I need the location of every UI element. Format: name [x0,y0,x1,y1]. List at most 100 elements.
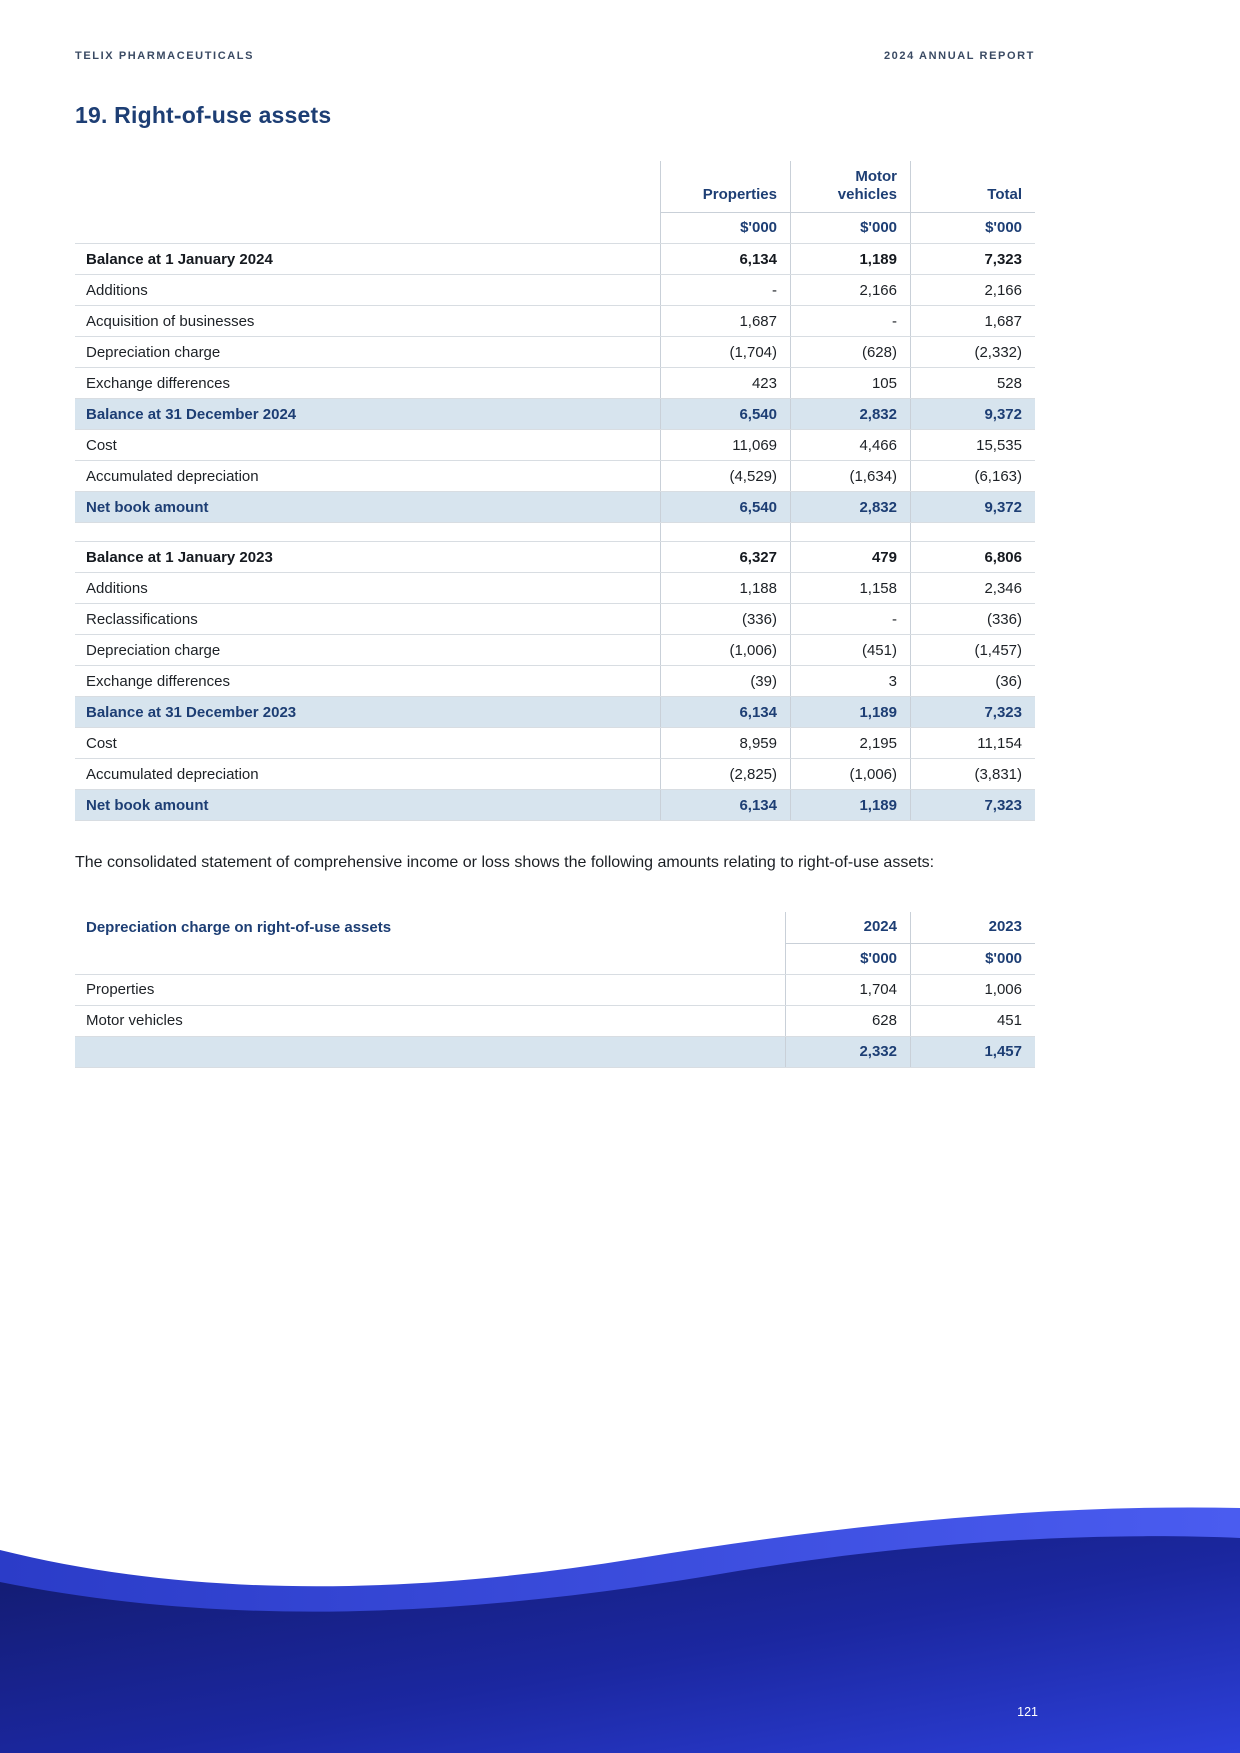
row-label: Properties [86,981,155,999]
table-row: Motor vehicles 628 451 [75,1005,1035,1037]
cell-value: 1,189 [790,697,910,727]
column-header-2023: 2023 [910,911,1035,944]
cell-value: 2,832 [790,492,910,522]
cell-value: 6,806 [910,542,1035,572]
table-row: Depreciation charge (1,704) (628) (2,332) [75,337,1035,368]
table-row: Accumulated depreciation (4,529) (1,634) (6… [75,461,1035,492]
cell-value: (1,006) [790,759,910,789]
table-row: Accumulated depreciation (2,825) (1,006) (3… [75,759,1035,790]
page-footer: 121 [0,1488,1240,1753]
cell-value: 8,959 [660,728,790,758]
cell-value: 11,069 [660,430,790,460]
right-of-use-assets-table: Properties Motor vehicles Total $'000 $'… [75,161,1035,821]
cell-value [910,523,1035,541]
table-row: 2,332 1,457 [75,1036,1035,1068]
cell-value: 105 [790,368,910,398]
cell-value: 2,166 [910,275,1035,305]
cell-value: 6,134 [660,697,790,727]
table-row: Properties 1,704 1,006 [75,974,1035,1006]
cell-value [660,523,790,541]
cell-value: 7,323 [910,790,1035,820]
table-row: Cost 8,959 2,195 11,154 [75,728,1035,759]
table-row: Balance at 31 December 2023 6,134 1,189 7,3… [75,697,1035,728]
row-label: Balance at 31 December 2024 [86,405,297,423]
column-header-motor-vehicles: Motor vehicles [790,161,910,213]
table1-body: Balance at 1 January 2024 6,134 1,189 7,323… [75,244,1035,821]
table-row: Balance at 31 December 2024 6,540 2,832 9,3… [75,399,1035,430]
table2-title: Depreciation charge on right-of-use asse… [86,918,392,936]
page-number: 121 [1017,1705,1038,1719]
row-label: Exchange differences [86,374,230,392]
cell-value: (2,825) [660,759,790,789]
table-row: Acquisition of businesses 1,687-1,687 [75,306,1035,337]
cell-value: 451 [910,1005,1035,1036]
table-row: Cost 11,069 4,466 15,535 [75,430,1035,461]
cell-value: 6,134 [660,790,790,820]
cell-value: (36) [910,666,1035,696]
intro-paragraph: The consolidated statement of comprehens… [75,854,935,871]
empty-unit-cell [75,944,785,974]
row-label [75,523,660,541]
cell-value: (6,163) [910,461,1035,491]
cell-value: 9,372 [910,492,1035,522]
cell-value: 2,195 [790,728,910,758]
table2-unit-row: $'000 $'000 [75,943,1035,975]
depreciation-charge-table: Depreciation charge on right-of-use asse… [75,911,1035,1068]
cell-value: 6,540 [660,492,790,522]
row-label: Additions [86,281,148,299]
row-label: Net book amount [86,498,209,516]
unit-label: $'000 [785,943,910,974]
cell-value: 1,687 [910,306,1035,336]
table2-column-header-row: Depreciation charge on right-of-use asse… [75,911,1035,944]
cell-value: - [660,275,790,305]
row-label: Net book amount [86,796,209,814]
unit-label: $'000 [790,213,910,243]
row-label: Accumulated depreciation [86,467,259,485]
row-label: Reclassifications [86,610,198,628]
cell-value: 9,372 [910,399,1035,429]
cell-value: 7,323 [910,697,1035,727]
cell-value: - [790,306,910,336]
table-row [75,523,1035,542]
row-label: Exchange differences [86,672,230,690]
cell-value: 628 [785,1005,910,1036]
table-row: Depreciation charge (1,006) (451) (1,457) [75,635,1035,666]
cell-value: 3 [790,666,910,696]
table-row: Net book amount 6,540 2,832 9,372 [75,492,1035,523]
cell-value [790,523,910,541]
cell-value: 15,535 [910,430,1035,460]
page-content: 19. Right-of-use assets Properties Motor… [75,102,1035,1068]
cell-value: 479 [790,542,910,572]
cell-value: 2,332 [785,1036,910,1067]
cell-value: (1,457) [910,635,1035,665]
cell-value: 1,188 [660,573,790,603]
row-label: Depreciation charge [86,343,221,361]
row-label: Acquisition of businesses [86,312,255,330]
row-label: Depreciation charge [86,641,221,659]
table-row: Exchange differences (39) 3 (36) [75,666,1035,697]
cell-value: (39) [660,666,790,696]
table-row: Balance at 1 January 2024 6,134 1,189 7,323 [75,244,1035,275]
row-label: Cost [86,436,117,454]
table1-column-header-row: Properties Motor vehicles Total [75,161,1035,213]
table2-body: Properties 1,704 1,006 Motor vehicles 628 451… [75,974,1035,1068]
empty-header-cell [75,161,660,213]
cell-value: 1,006 [910,974,1035,1005]
cell-value: 1,457 [910,1036,1035,1067]
cell-value: 6,327 [660,542,790,572]
table-row: Balance at 1 January 2023 6,327 479 6,806 [75,542,1035,573]
cell-value: 4,466 [790,430,910,460]
cell-value: (3,831) [910,759,1035,789]
cell-value: 423 [660,368,790,398]
table-row: Net book amount 6,134 1,189 7,323 [75,790,1035,821]
column-header-properties: Properties [660,161,790,213]
table-row: Additions 1,188 1,158 2,346 [75,573,1035,604]
cell-value: 6,540 [660,399,790,429]
cell-value: (336) [910,604,1035,634]
table1-unit-row: $'000 $'000 $'000 [75,213,1035,244]
cell-value: (628) [790,337,910,367]
table-row: Exchange differences 423 105 528 [75,368,1035,399]
column-header-2024: 2024 [785,911,910,944]
cell-value: 1,687 [660,306,790,336]
